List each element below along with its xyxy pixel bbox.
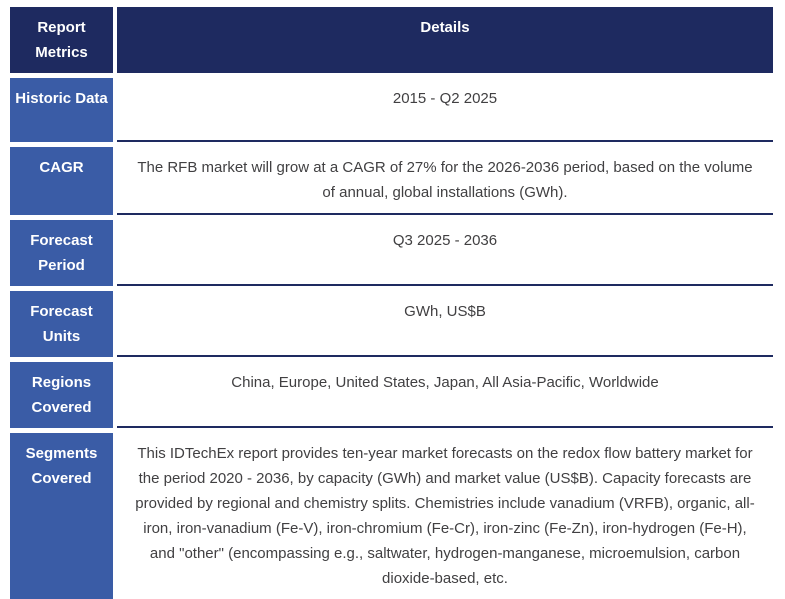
row-label-segments-covered: Segments Covered [10, 433, 113, 599]
row-detail-regions-covered: China, Europe, United States, Japan, All… [117, 362, 773, 428]
row-label-forecast-units: Forecast Units [10, 291, 113, 357]
table-header-row: Report Metrics Details [10, 7, 773, 73]
row-detail-segments-covered: This IDTechEx report provides ten-year m… [117, 433, 773, 599]
header-details: Details [117, 7, 773, 73]
report-metrics-table: Report Metrics Details Historic Data 201… [10, 7, 773, 599]
table-row: CAGR The RFB market will grow at a CAGR … [10, 147, 773, 215]
row-detail-forecast-period: Q3 2025 - 2036 [117, 220, 773, 286]
row-label-historic-data: Historic Data [10, 78, 113, 142]
table-row: Segments Covered This IDTechEx report pr… [10, 433, 773, 599]
table-row: Regions Covered China, Europe, United St… [10, 362, 773, 428]
row-label-regions-covered: Regions Covered [10, 362, 113, 428]
table-row: Historic Data 2015 - Q2 2025 [10, 78, 773, 142]
row-detail-historic-data: 2015 - Q2 2025 [117, 78, 773, 142]
row-label-forecast-period: Forecast Period [10, 220, 113, 286]
row-detail-forecast-units: GWh, US$B [117, 291, 773, 357]
table-row: Forecast Units GWh, US$B [10, 291, 773, 357]
row-label-cagr: CAGR [10, 147, 113, 215]
header-report-metrics: Report Metrics [10, 7, 113, 73]
table-row: Forecast Period Q3 2025 - 2036 [10, 220, 773, 286]
row-detail-cagr: The RFB market will grow at a CAGR of 27… [117, 147, 773, 215]
